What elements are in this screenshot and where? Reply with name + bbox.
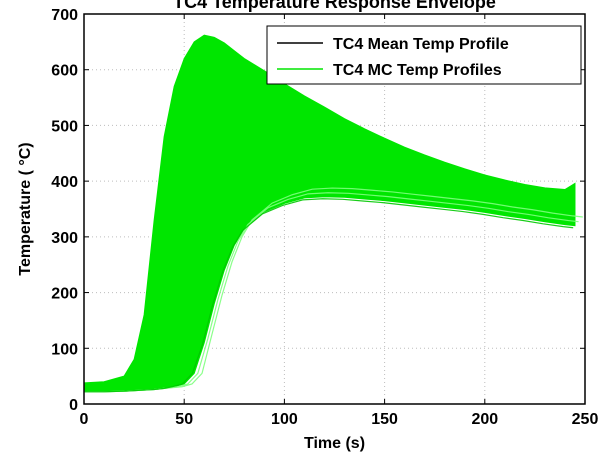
y-tick-label: 700 [51, 7, 78, 24]
y-tick-label: 600 [51, 63, 78, 80]
x-tick-label: 100 [271, 411, 298, 428]
x-tick-label: 250 [572, 411, 599, 428]
x-tick-label: 0 [80, 411, 89, 428]
legend: TC4 Mean Temp Profile TC4 MC Temp Profil… [266, 25, 582, 85]
legend-label-mean: TC4 Mean Temp Profile [333, 36, 509, 53]
data-layer [83, 34, 583, 393]
x-tick-label: 200 [471, 411, 498, 428]
y-tick-label: 500 [51, 118, 78, 135]
mc-envelope-area [83, 34, 576, 393]
legend-label-mc: TC4 MC Temp Profiles [333, 62, 502, 79]
mc-trace-2 [84, 198, 574, 393]
tick-layer: 0 50 100 150 200 250 0 100 200 300 400 500 600 700 [51, 7, 598, 428]
plot-frame [83, 13, 586, 405]
x-tick-label: 150 [371, 411, 398, 428]
y-tick-label: 200 [51, 286, 78, 303]
chart-title: TC4 Temperature Response Envelope [173, 0, 496, 12]
x-tick-label: 50 [175, 411, 193, 428]
legend-box [266, 25, 582, 85]
x-axis-title: Time (s) [304, 435, 365, 452]
y-tick-label: 400 [51, 174, 78, 191]
y-axis-title: Temperature ( °C) [17, 142, 34, 275]
y-tick-label: 0 [69, 397, 78, 414]
y-tick-label: 300 [51, 230, 78, 247]
y-tick-label: 100 [51, 341, 78, 358]
